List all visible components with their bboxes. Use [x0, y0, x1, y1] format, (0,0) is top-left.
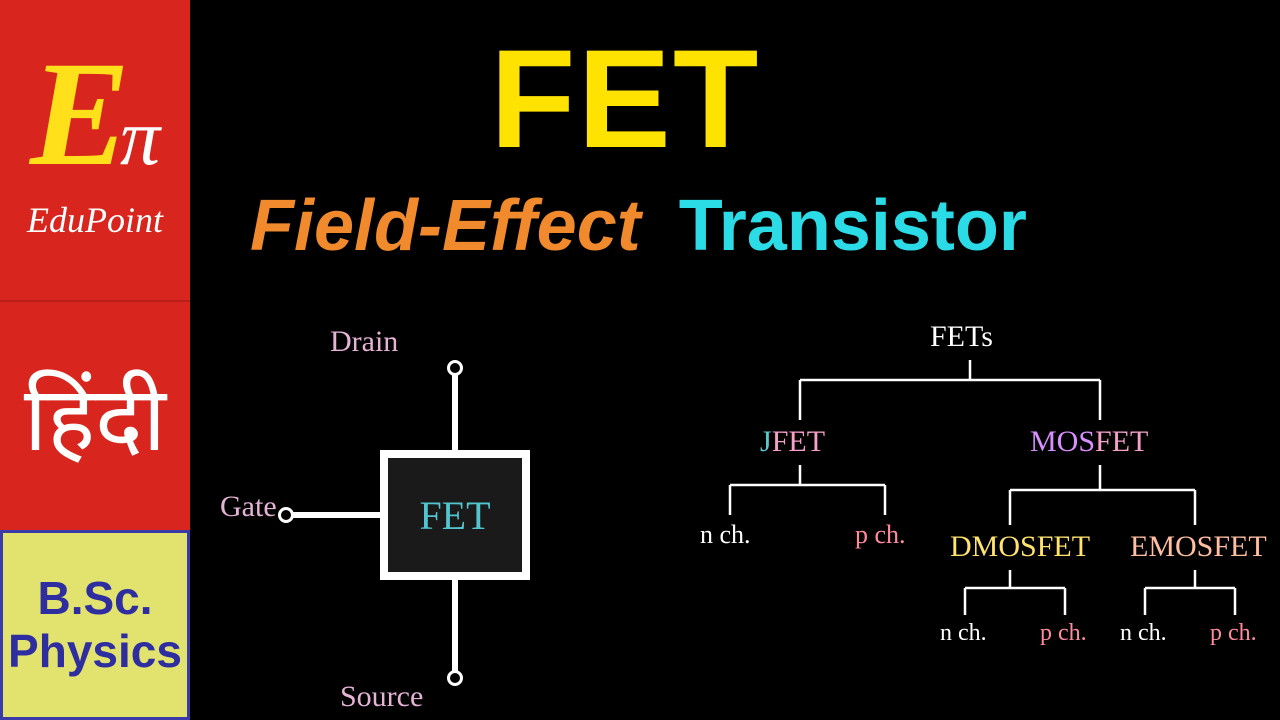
terminal-source [447, 670, 463, 686]
subtitle-transistor: Transistor [679, 186, 1027, 266]
sidebar: E π EduPoint हिंदी B.Sc. Physics [0, 0, 190, 720]
language-label: हिंदी [24, 355, 166, 477]
tree-root: FETs [930, 320, 993, 354]
dmosfet-d: D [950, 530, 972, 563]
fet-symbol-diagram: FET Drain Gate Source [240, 330, 640, 710]
jfet-j: J [760, 425, 772, 458]
course-label: B.Sc. Physics [8, 572, 182, 678]
wire-gate [290, 512, 385, 518]
fet-classification-tree: FETs JFET MOSFET n ch. p ch. DMOSFET EMO… [670, 320, 1270, 700]
course-line-1: B.Sc. [37, 572, 152, 624]
mosfet-fet: FET [1095, 425, 1148, 458]
tree-mosfet: MOSFET [1030, 425, 1148, 459]
tree-emosfet: EMOSFET [1130, 530, 1267, 564]
tree-emos-nch: n ch. [1120, 620, 1167, 647]
label-source: Source [340, 680, 423, 714]
tree-jfet: JFET [760, 425, 825, 459]
course-block: B.Sc. Physics [0, 530, 190, 720]
main-content: FET Field-Effect Transistor FET Drain Ga… [190, 0, 1280, 720]
tree-dmos-pch: p ch. [1040, 620, 1087, 647]
emosfet-e: E [1130, 530, 1148, 563]
emosfet-rest: MOSFET [1148, 530, 1266, 563]
logo-e-letter: E [30, 39, 130, 189]
fet-box: FET [380, 450, 530, 580]
terminal-gate [278, 507, 294, 523]
tree-jfet-nch: n ch. [700, 520, 751, 550]
tree-emos-pch: p ch. [1210, 620, 1257, 647]
tree-dmosfet: DMOSFET [950, 530, 1090, 564]
course-line-2: Physics [8, 625, 182, 677]
terminal-drain [447, 360, 463, 376]
title-main: FET [490, 18, 760, 180]
logo-pi-letter: π [120, 98, 160, 178]
fet-box-label: FET [419, 492, 490, 539]
label-drain: Drain [330, 325, 398, 359]
brand-name: EduPoint [27, 199, 163, 241]
tree-jfet-pch: p ch. [855, 520, 906, 550]
wire-source [452, 580, 458, 675]
label-gate: Gate [220, 490, 277, 524]
dmosfet-rest: MOSFET [972, 530, 1090, 563]
wire-drain [452, 370, 458, 455]
subtitle: Field-Effect Transistor [250, 185, 1027, 267]
logo-symbol: E π [30, 39, 160, 189]
jfet-fet: FET [772, 425, 825, 458]
subtitle-field-effect: Field-Effect [250, 186, 641, 266]
logo-block: E π EduPoint [0, 0, 190, 300]
language-block: हिंदी [0, 300, 190, 530]
mosfet-mos: MOS [1030, 425, 1095, 458]
tree-dmos-nch: n ch. [940, 620, 987, 647]
